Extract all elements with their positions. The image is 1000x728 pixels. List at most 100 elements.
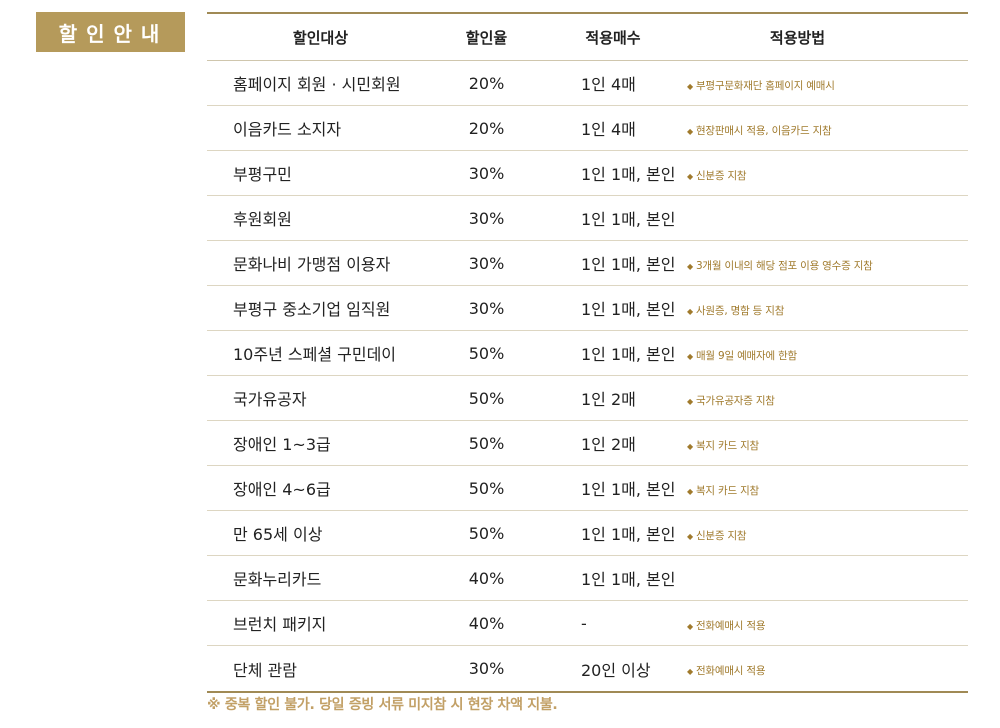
method-note: ◆ 전화예매시 적용: [687, 665, 766, 677]
method-note: ◆ 신분증 지참: [687, 529, 747, 542]
cell-target: 후원회원: [233, 210, 292, 229]
cell-rate: 30%: [468, 163, 505, 183]
cell-tickets: 1인 4매: [581, 120, 636, 139]
section-title-badge: 할인안내: [36, 12, 185, 52]
cell-method: ◆ 사원증, 명함 등 지참: [687, 299, 968, 318]
cell-rate: 20%: [468, 118, 505, 138]
cell-method: ◆ 전화예매시 적용: [687, 614, 968, 633]
method-note: ◆ 3개월 이내의 해당 점포 이용 영수증 지참: [687, 260, 873, 272]
method-text: 전화예매시 적용: [695, 665, 766, 677]
table-row: 홈페이지 회원 · 시민회원 20% 1인 4매 ◆ 부평구문화재단 홈페이지 예매시: [207, 61, 968, 106]
cell-tickets: 20인 이상: [581, 660, 651, 680]
table-row: 단체 관람 30% 20인 이상 ◆ 전화예매시 적용: [207, 646, 968, 691]
cell-method: ◆ 신분증 지참: [687, 164, 968, 183]
cell-tickets: -: [581, 613, 587, 633]
cell-target: 10주년 스페셜 구민데이: [233, 345, 397, 364]
table-row: 장애인 1~3급 50% 1인 2매 ◆ 복지 카드 지참: [207, 421, 968, 466]
cell-target: 단체 관람: [233, 660, 297, 680]
cell-tickets: 1인 1매, 본인: [581, 210, 676, 229]
table-row: 부평구 중소기업 임직원 30% 1인 1매, 본인 ◆ 사원증, 명함 등 지참: [207, 286, 968, 331]
bullet-icon: ◆: [687, 667, 693, 676]
bullet-icon: ◆: [687, 396, 693, 406]
table-row: 문화나비 가맹점 이용자 30% 1인 1매, 본인 ◆ 3개월 이내의 해당 점포 이…: [207, 241, 968, 286]
bullet-icon: ◆: [687, 261, 693, 271]
cell-tickets: 1인 1매, 본인: [581, 570, 676, 589]
cell-rate: 20%: [468, 73, 505, 93]
header-tickets: 적용매수: [585, 28, 641, 47]
method-note: ◆ 부평구문화재단 홈페이지 예매시: [687, 80, 835, 92]
header-method: 적용방법: [769, 28, 826, 47]
cell-tickets: 1인 1매, 본인: [581, 345, 676, 364]
cell-rate: 40%: [468, 568, 505, 588]
cell-target: 국가유공자: [233, 390, 307, 409]
bullet-icon: ◆: [687, 621, 693, 631]
cell-method: ◆ 부평구문화재단 홈페이지 예매시: [687, 74, 968, 93]
method-note: ◆ 복지 카드 지참: [687, 485, 759, 497]
cell-rate: 30%: [468, 253, 505, 273]
cell-method: ◆ 복지 카드 지참: [687, 434, 968, 453]
table-row: 브런치 패키지 40% - ◆ 전화예매시 적용: [207, 601, 968, 646]
cell-method: ◆ 복지 카드 지참: [687, 479, 968, 498]
method-note: ◆ 현장판매시 적용, 이음카드 지참: [687, 124, 832, 137]
method-text: 신분증 지참: [695, 169, 747, 182]
cell-method: ◆ 현장판매시 적용, 이음카드 지참: [687, 119, 968, 138]
table-row: 10주년 스페셜 구민데이 50% 1인 1매, 본인 ◆ 매월 9일 예매자에 한함: [207, 331, 968, 376]
footer-note: ※ 중복 할인 불가. 당일 증빙 서류 미지참 시 현장 차액 지불.: [207, 697, 558, 713]
cell-method: ◆ 국가유공자증 지참: [687, 389, 968, 408]
cell-tickets: 1인 1매, 본인: [581, 165, 676, 184]
cell-target: 만 65세 이상: [233, 525, 323, 544]
method-text: 부평구문화재단 홈페이지 예매시: [695, 79, 835, 92]
bullet-icon: ◆: [687, 306, 693, 316]
method-note: ◆ 사원증, 명함 등 지참: [687, 305, 784, 317]
method-text: 신분증 지참: [695, 529, 747, 542]
method-text: 현장판매시 적용, 이음카드 지참: [695, 124, 832, 137]
method-text: 복지 카드 지참: [695, 439, 759, 452]
method-note: ◆ 매월 9일 예매자에 한함: [687, 350, 797, 362]
table-row: 국가유공자 50% 1인 2매 ◆ 국가유공자증 지참: [207, 376, 968, 421]
cell-target: 장애인 4~6급: [233, 480, 331, 499]
cell-rate: 50%: [468, 388, 505, 408]
method-text: 국가유공자증 지참: [695, 394, 775, 407]
table-row: 만 65세 이상 50% 1인 1매, 본인 ◆ 신분증 지참: [207, 511, 968, 556]
cell-tickets: 1인 1매, 본인: [581, 525, 676, 544]
cell-method: ◆ 전화예매시 적용: [687, 659, 968, 678]
method-note: ◆ 복지 카드 지참: [687, 440, 759, 452]
method-text: 매월 9일 예매자에 한함: [695, 349, 797, 362]
cell-target: 홈페이지 회원 · 시민회원: [233, 75, 401, 94]
cell-target: 부평구 중소기업 임직원: [233, 300, 391, 319]
bullet-icon: ◆: [687, 351, 693, 361]
method-text: 복지 카드 지참: [695, 484, 759, 497]
table-body: 홈페이지 회원 · 시민회원 20% 1인 4매 ◆ 부평구문화재단 홈페이지 예매시 이…: [207, 61, 968, 691]
bullet-icon: ◆: [687, 441, 693, 451]
bullet-icon: ◆: [687, 81, 693, 91]
cell-rate: 50%: [468, 478, 505, 498]
cell-target: 장애인 1~3급: [233, 435, 331, 454]
cell-method: ◆ 3개월 이내의 해당 점포 이용 영수증 지참: [687, 254, 968, 273]
table-row: 후원회원 30% 1인 1매, 본인: [207, 196, 968, 241]
cell-method: ◆ 신분증 지참: [687, 524, 968, 543]
cell-tickets: 1인 2매: [581, 390, 636, 409]
bullet-icon: ◆: [687, 486, 693, 496]
cell-tickets: 1인 1매, 본인: [581, 480, 676, 499]
section-title: 할인안내: [58, 21, 169, 46]
table-row: 문화누리카드 40% 1인 1매, 본인: [207, 556, 968, 601]
header-rate: 할인율: [465, 28, 508, 47]
cell-tickets: 1인 2매: [581, 435, 636, 454]
cell-rate: 50%: [468, 343, 505, 363]
table-header-row: 할인대상 할인율 적용매수 적용방법: [207, 14, 968, 61]
bullet-icon: ◆: [687, 531, 693, 541]
method-note: ◆ 국가유공자증 지참: [687, 395, 775, 407]
cell-rate: 50%: [468, 523, 505, 543]
method-text: 전화예매시 적용: [695, 619, 766, 632]
cell-rate: 50%: [468, 433, 505, 453]
cell-rate: 30%: [468, 208, 505, 228]
table-row: 이음카드 소지자 20% 1인 4매 ◆ 현장판매시 적용, 이음카드 지참: [207, 106, 968, 151]
cell-target: 문화누리카드: [233, 570, 322, 589]
cell-rate: 30%: [468, 298, 505, 318]
discount-table: 할인대상 할인율 적용매수 적용방법 홈페이지 회원 · 시민회원 20% 1인 4…: [207, 12, 968, 693]
table-row: 장애인 4~6급 50% 1인 1매, 본인 ◆ 복지 카드 지참: [207, 466, 968, 511]
method-note: ◆ 전화예매시 적용: [687, 619, 766, 632]
cell-target: 부평구민: [233, 165, 292, 184]
cell-target: 문화나비 가맹점 이용자: [233, 255, 391, 274]
method-text: 3개월 이내의 해당 점포 이용 영수증 지참: [695, 259, 873, 272]
